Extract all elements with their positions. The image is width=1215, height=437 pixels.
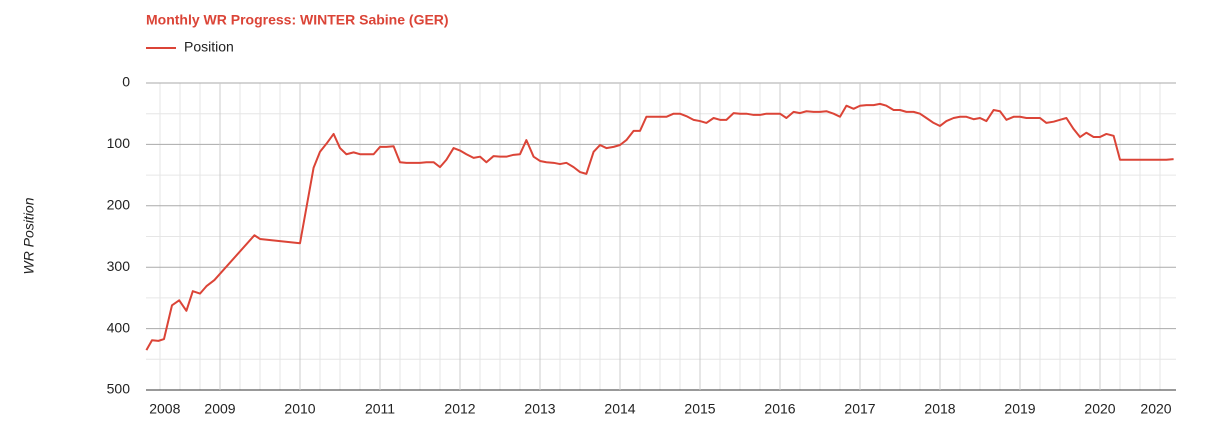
y-tick-label: 300 [107,258,131,274]
x-tick-label: 2020 [1084,401,1115,417]
x-tick-label: 2014 [604,401,635,417]
x-tick-label: 2018 [924,401,955,417]
x-tick-label: 2012 [444,401,475,417]
x-tick-label: 2009 [204,401,235,417]
x-tick-label: 2008 [149,401,180,417]
x-tick-label: 2019 [1004,401,1035,417]
x-tick-label: 2020 [1140,401,1171,417]
y-tick-label: 0 [122,74,130,90]
y-tick-label: 400 [107,319,131,335]
y-tick-label: 100 [107,135,131,151]
x-tick-label: 2016 [764,401,795,417]
x-tick-label: 2015 [684,401,715,417]
x-tick-label: 2010 [284,401,315,417]
y-tick-label: 500 [107,381,131,397]
y-axis-title: WR Position [21,197,37,274]
grid [146,82,1176,391]
x-tick-label: 2011 [365,401,395,417]
line-series [145,102,1174,351]
legend-label: Position [184,39,234,55]
y-tick-label: 200 [107,197,131,213]
chart-title: Monthly WR Progress: WINTER Sabine (GER) [146,12,449,28]
x-tick-label: 2017 [844,401,875,417]
x-tick-label: 2013 [524,401,555,417]
